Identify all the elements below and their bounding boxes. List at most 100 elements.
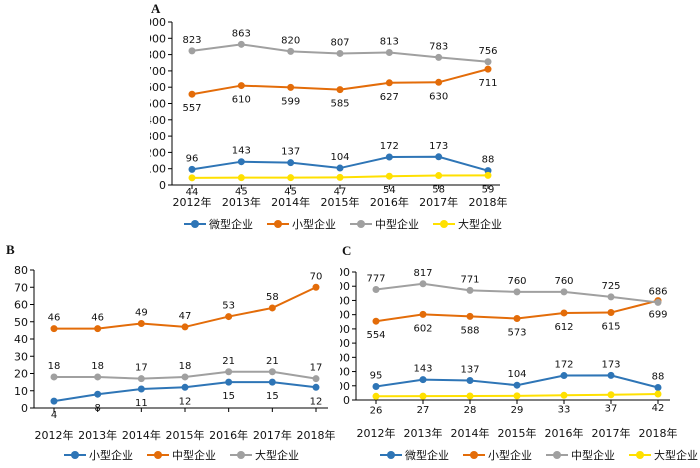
data-point [513, 392, 521, 400]
data-label: 17 [135, 363, 148, 374]
data-point [336, 49, 344, 57]
legend-swatch-dot [636, 451, 644, 459]
data-label: 53 [222, 301, 235, 312]
data-label: 557 [182, 103, 201, 114]
y-tick-label: 900 [150, 32, 166, 45]
data-label: 823 [182, 35, 201, 46]
legend-swatch [546, 450, 568, 460]
panel-label-b: B [6, 242, 15, 257]
data-point [312, 383, 320, 391]
data-point [385, 48, 393, 56]
data-label: 47 [179, 311, 192, 322]
y-tick-label: 40 [14, 333, 28, 346]
legend-label: 中型企业 [375, 218, 419, 231]
x-tick-label: 2012年 [35, 428, 74, 442]
y-tick-label: 80 [14, 264, 28, 277]
data-label: 96 [186, 153, 199, 164]
data-point [484, 58, 492, 66]
data-label: 137 [460, 365, 479, 376]
legend-item: 微型企业 [184, 216, 253, 232]
x-tick-label: 2017年 [592, 426, 631, 440]
legend-swatch [463, 450, 485, 460]
data-label: 172 [554, 360, 573, 371]
data-point [181, 373, 189, 381]
data-label: 26 [370, 405, 383, 416]
data-point [607, 293, 615, 301]
data-point [513, 381, 521, 389]
data-label: 699 [648, 310, 667, 321]
data-point [237, 158, 245, 166]
data-point [560, 309, 568, 317]
series-3-group: 823 863 820 807 813 783 756 [182, 28, 498, 66]
y-tick-label: 800 [150, 49, 166, 62]
data-label: 37 [605, 404, 618, 415]
y-tick-label: 70 [14, 281, 28, 294]
legend-swatch [184, 219, 206, 229]
legend-item: 大型企业 [433, 216, 502, 232]
data-label: 610 [232, 95, 251, 106]
data-point [466, 312, 474, 320]
data-label: 777 [366, 273, 385, 284]
data-label: 599 [281, 96, 300, 107]
y-tick-label: 1000 [150, 16, 166, 29]
data-label: 173 [429, 141, 448, 152]
chart-panel-c: C 0100200 300400500600 700800900 2012年 2013年… [340, 238, 698, 468]
data-point [287, 47, 295, 55]
x-tick-label: 2013年 [404, 426, 443, 440]
y-tick-label: 0 [343, 394, 350, 407]
data-label: 612 [554, 322, 573, 333]
x-tick-label: 2013年 [78, 428, 117, 442]
data-label: 17 [310, 363, 323, 374]
data-point [287, 174, 295, 182]
data-label: 47 [334, 186, 347, 197]
data-label: 143 [232, 146, 251, 157]
data-point [560, 391, 568, 399]
data-point [372, 317, 380, 325]
data-point [94, 373, 102, 381]
data-label: 11 [135, 398, 148, 409]
data-point [50, 397, 58, 405]
legend-swatch [147, 450, 169, 460]
y-tick-label: 200 [150, 146, 166, 159]
legend-label: 微型企业 [209, 218, 253, 231]
chart-panel-b: B 0 10 20 30 40 50 60 70 80 2012年 2013年 2014年 2015年 2… [4, 238, 336, 468]
y-tick-label: 600 [340, 309, 350, 322]
data-label: 88 [652, 371, 665, 382]
data-point [94, 325, 102, 333]
data-label: 15 [222, 391, 235, 402]
data-point [188, 90, 196, 98]
data-label: 104 [330, 152, 349, 163]
chart-c-plot: 0100200 300400500600 700800900 2012年 2013年 20… [340, 266, 678, 440]
y-tick-label: 900 [340, 266, 350, 279]
data-point [94, 390, 102, 398]
x-tick-label: 2018年 [639, 426, 678, 440]
x-tick-label: 2017年 [419, 195, 458, 209]
y-tick-label: 20 [14, 368, 28, 381]
data-point [312, 375, 320, 383]
data-point [372, 285, 380, 293]
data-point [607, 309, 615, 317]
legend-swatch-dot [191, 220, 199, 228]
data-point [385, 153, 393, 161]
legend-item: 小型企业 [64, 447, 133, 463]
data-point [336, 86, 344, 94]
data-point [385, 79, 393, 87]
legend-item: 中型企业 [350, 216, 419, 232]
x-tick-label: 2014年 [451, 426, 490, 440]
legend-swatch-dot [274, 220, 282, 228]
data-point [188, 174, 196, 182]
legend-swatch-dot [387, 451, 395, 459]
chart-c-legend: 微型企业 小型企业 中型企业 大型企业 [380, 447, 698, 463]
y-tick-label: 500 [150, 98, 166, 111]
legend-item: 大型企业 [629, 447, 698, 463]
data-label: 783 [429, 41, 448, 52]
legend-swatch-dot [71, 451, 79, 459]
data-point [225, 368, 233, 376]
series-3-group: 18 18 17 18 21 21 17 [48, 356, 323, 383]
x-tick-label: 2015年 [321, 195, 360, 209]
data-point [484, 171, 492, 179]
x-tick-label: 2016年 [545, 426, 584, 440]
data-point [419, 376, 427, 384]
data-label: 172 [380, 141, 399, 152]
data-point [237, 40, 245, 48]
